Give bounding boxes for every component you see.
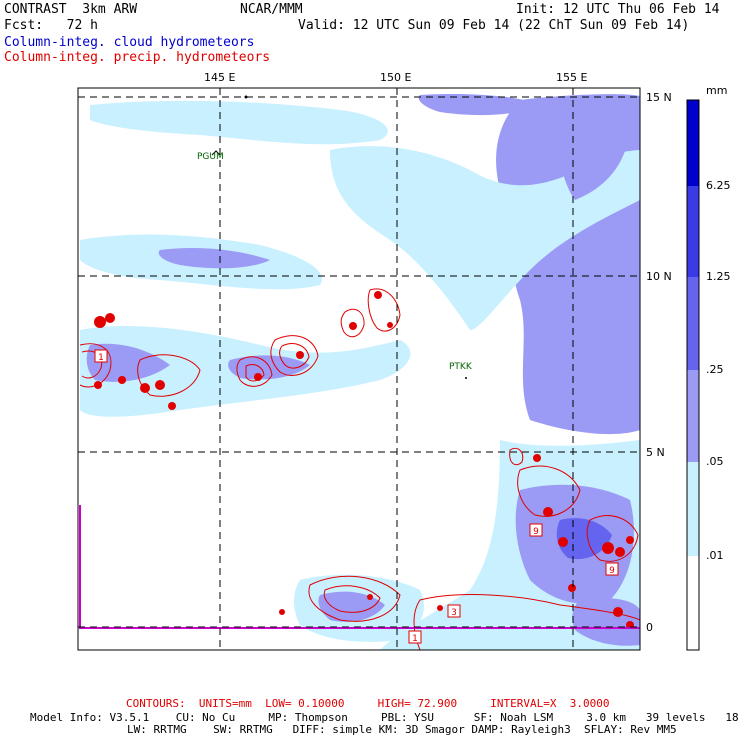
precip-cell xyxy=(94,381,102,389)
organization: NCAR/MMM xyxy=(240,2,303,17)
cloud-band-north-2 xyxy=(418,94,540,116)
station-label-pgum: PGUM xyxy=(197,152,224,162)
cloud-patch-southeast-heavy xyxy=(556,518,612,560)
forecast-hour: Fcst: 72 h xyxy=(4,18,98,33)
precip-cell xyxy=(105,313,115,323)
precip-contour-g xyxy=(517,465,581,517)
precip-contour-d xyxy=(340,308,365,338)
lat-label-5n: 5 N xyxy=(646,446,665,459)
contour-box-label-4: 1 xyxy=(412,634,418,644)
precip-contour-a xyxy=(137,354,201,397)
colorbar-level-6.25: 6.25 xyxy=(706,179,731,192)
colorbar-level-.25: .25 xyxy=(706,363,724,376)
precip-contour-west-2 xyxy=(81,350,103,379)
cloud-patch-far-south xyxy=(572,598,640,646)
model-title: CONTRAST 3km ARW xyxy=(4,2,138,17)
cloud-patch-west-mid xyxy=(86,343,170,382)
precip-cell xyxy=(613,607,623,617)
precip-contour-b2 xyxy=(245,364,265,382)
precip-cell xyxy=(543,507,553,517)
model-info-line-2: LW: RRTMG SW: RRTMG DIFF: simple KM: 3D … xyxy=(127,723,677,736)
cloud-region-east-light xyxy=(330,146,640,330)
precip-contour-west xyxy=(79,343,112,388)
precip-contour-c2 xyxy=(279,343,310,369)
precip-cell xyxy=(118,376,126,384)
precip-contour-j xyxy=(509,447,524,466)
contour-box-label-5: 9 xyxy=(609,566,615,576)
precip-cell xyxy=(602,542,614,554)
precip-cell xyxy=(94,316,106,328)
precip-contour-b xyxy=(236,356,273,387)
contour-box-label-1: 1 xyxy=(98,353,104,363)
precip-cell xyxy=(279,609,285,615)
colorbar-level-.05: .05 xyxy=(706,455,724,468)
colorbar-level-1.25: 1.25 xyxy=(706,270,731,283)
precip-contour-e xyxy=(367,288,401,332)
precip-cell xyxy=(568,584,576,592)
precip-cell xyxy=(254,373,262,381)
precip-cell xyxy=(437,605,443,611)
precip-contour-f2 xyxy=(323,585,381,613)
precip-cell xyxy=(349,322,357,330)
init-time: Init: 12 UTC Thu 06 Feb 14 xyxy=(516,2,720,17)
model-info-line-1: Model Info: V3.5.1 CU: No Cu MP: Thompso… xyxy=(30,711,740,724)
precip-cell xyxy=(367,594,373,600)
station-marker-pgum xyxy=(211,150,221,156)
precip-contour-h xyxy=(586,515,639,562)
valid-time: Valid: 12 UTC Sun 09 Feb 14 (22 ChT Sun … xyxy=(298,18,690,33)
precip-cell xyxy=(374,291,382,299)
colorbar xyxy=(686,99,700,651)
contour-box-label-3: 3 xyxy=(451,608,457,618)
lon-label-145: 145 E xyxy=(204,71,236,84)
lat-label-10n: 10 N xyxy=(646,270,672,283)
station-marker-ptkk xyxy=(465,377,467,379)
station-label-ptkk: PTKK xyxy=(449,362,472,372)
map-border xyxy=(77,87,641,651)
lat-label-0: 0 xyxy=(646,621,653,634)
precip-cell xyxy=(387,322,393,328)
lat-label-15n: 15 N xyxy=(646,91,672,104)
lon-label-155: 155 E xyxy=(556,71,588,84)
lon-label-150: 150 E xyxy=(380,71,412,84)
domain-boundary xyxy=(79,505,640,629)
legend-cloud: Column-integ. cloud hydrometeors xyxy=(4,35,255,50)
precip-cell xyxy=(615,547,625,557)
precip-cell xyxy=(140,383,150,393)
colorbar-level-.01: .01 xyxy=(706,549,724,562)
precip-contour-f xyxy=(308,575,401,622)
precip-cell xyxy=(558,537,568,547)
precip-contour-c xyxy=(270,335,319,376)
cloud-band-north xyxy=(90,100,388,145)
precip-cell xyxy=(168,402,176,410)
cloud-region-east-mid xyxy=(558,108,630,200)
contour-info: CONTOURS: UNITS=mm LOW= 0.10000 HIGH= 72… xyxy=(126,697,610,710)
cloud-patch-central-mid xyxy=(228,355,310,380)
precip-cell xyxy=(533,454,541,462)
legend-precip: Column-integ. precip. hydrometeors xyxy=(4,50,271,65)
precip-cell xyxy=(626,536,634,544)
colorbar-unit: mm xyxy=(706,84,728,97)
precip-cell xyxy=(296,351,304,359)
contour-box-label-2: 9 xyxy=(533,527,539,537)
cloud-band-central-2 xyxy=(158,248,270,269)
precip-cell xyxy=(155,380,165,390)
